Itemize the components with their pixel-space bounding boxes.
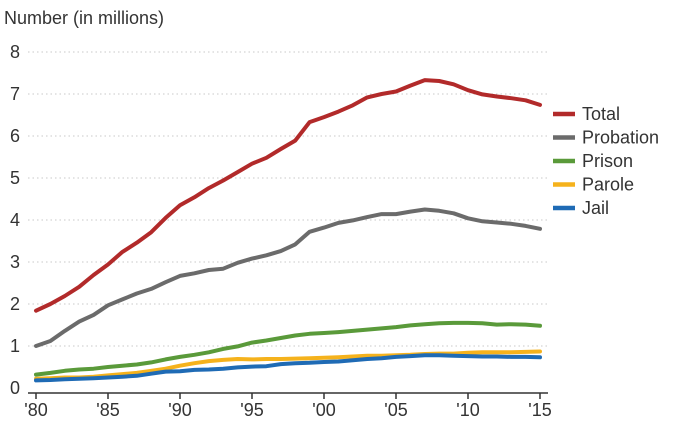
y-tick-label: 3 [10, 252, 20, 272]
series-line-prison [34, 320, 542, 377]
y-tick-label: 8 [10, 42, 20, 62]
x-axis: '80 '85 '90 '95 '00 '05 '10 '15 [24, 392, 552, 420]
legend-label-probation: Probation [582, 128, 659, 148]
x-tick-label: '15 [528, 400, 551, 420]
y-axis-title: Number (in millions) [4, 8, 164, 28]
legend-label-jail: Jail [582, 198, 609, 218]
series-line-total [34, 78, 542, 313]
gridlines [28, 51, 548, 347]
x-tick-label: '85 [96, 400, 119, 420]
series-line-probation [34, 207, 542, 348]
y-tick-label: 0 [10, 378, 20, 398]
y-tick-label: 1 [10, 336, 20, 356]
legend: Total Probation Prison Parole Jail [553, 104, 659, 218]
y-tick-label: 7 [10, 84, 20, 104]
legend-label-total: Total [582, 104, 620, 124]
y-tick-label: 2 [10, 294, 20, 314]
x-tick-label: '05 [384, 400, 407, 420]
x-tick-label: '00 [312, 400, 335, 420]
x-tick-label: '95 [240, 400, 263, 420]
legend-label-prison: Prison [582, 151, 633, 171]
legend-label-parole: Parole [582, 175, 634, 195]
x-tick-label: '10 [456, 400, 479, 420]
y-tick-label: 4 [10, 210, 20, 230]
y-tick-label: 6 [10, 126, 20, 146]
x-tick-label: '80 [24, 400, 47, 420]
y-tick-label: 5 [10, 168, 20, 188]
y-tick-labels: 0 1 2 3 4 5 6 7 8 [10, 42, 20, 398]
series-line-jail [34, 353, 542, 383]
x-tick-label: '90 [168, 400, 191, 420]
series-line-parole [34, 349, 542, 381]
series-lines [34, 78, 542, 383]
